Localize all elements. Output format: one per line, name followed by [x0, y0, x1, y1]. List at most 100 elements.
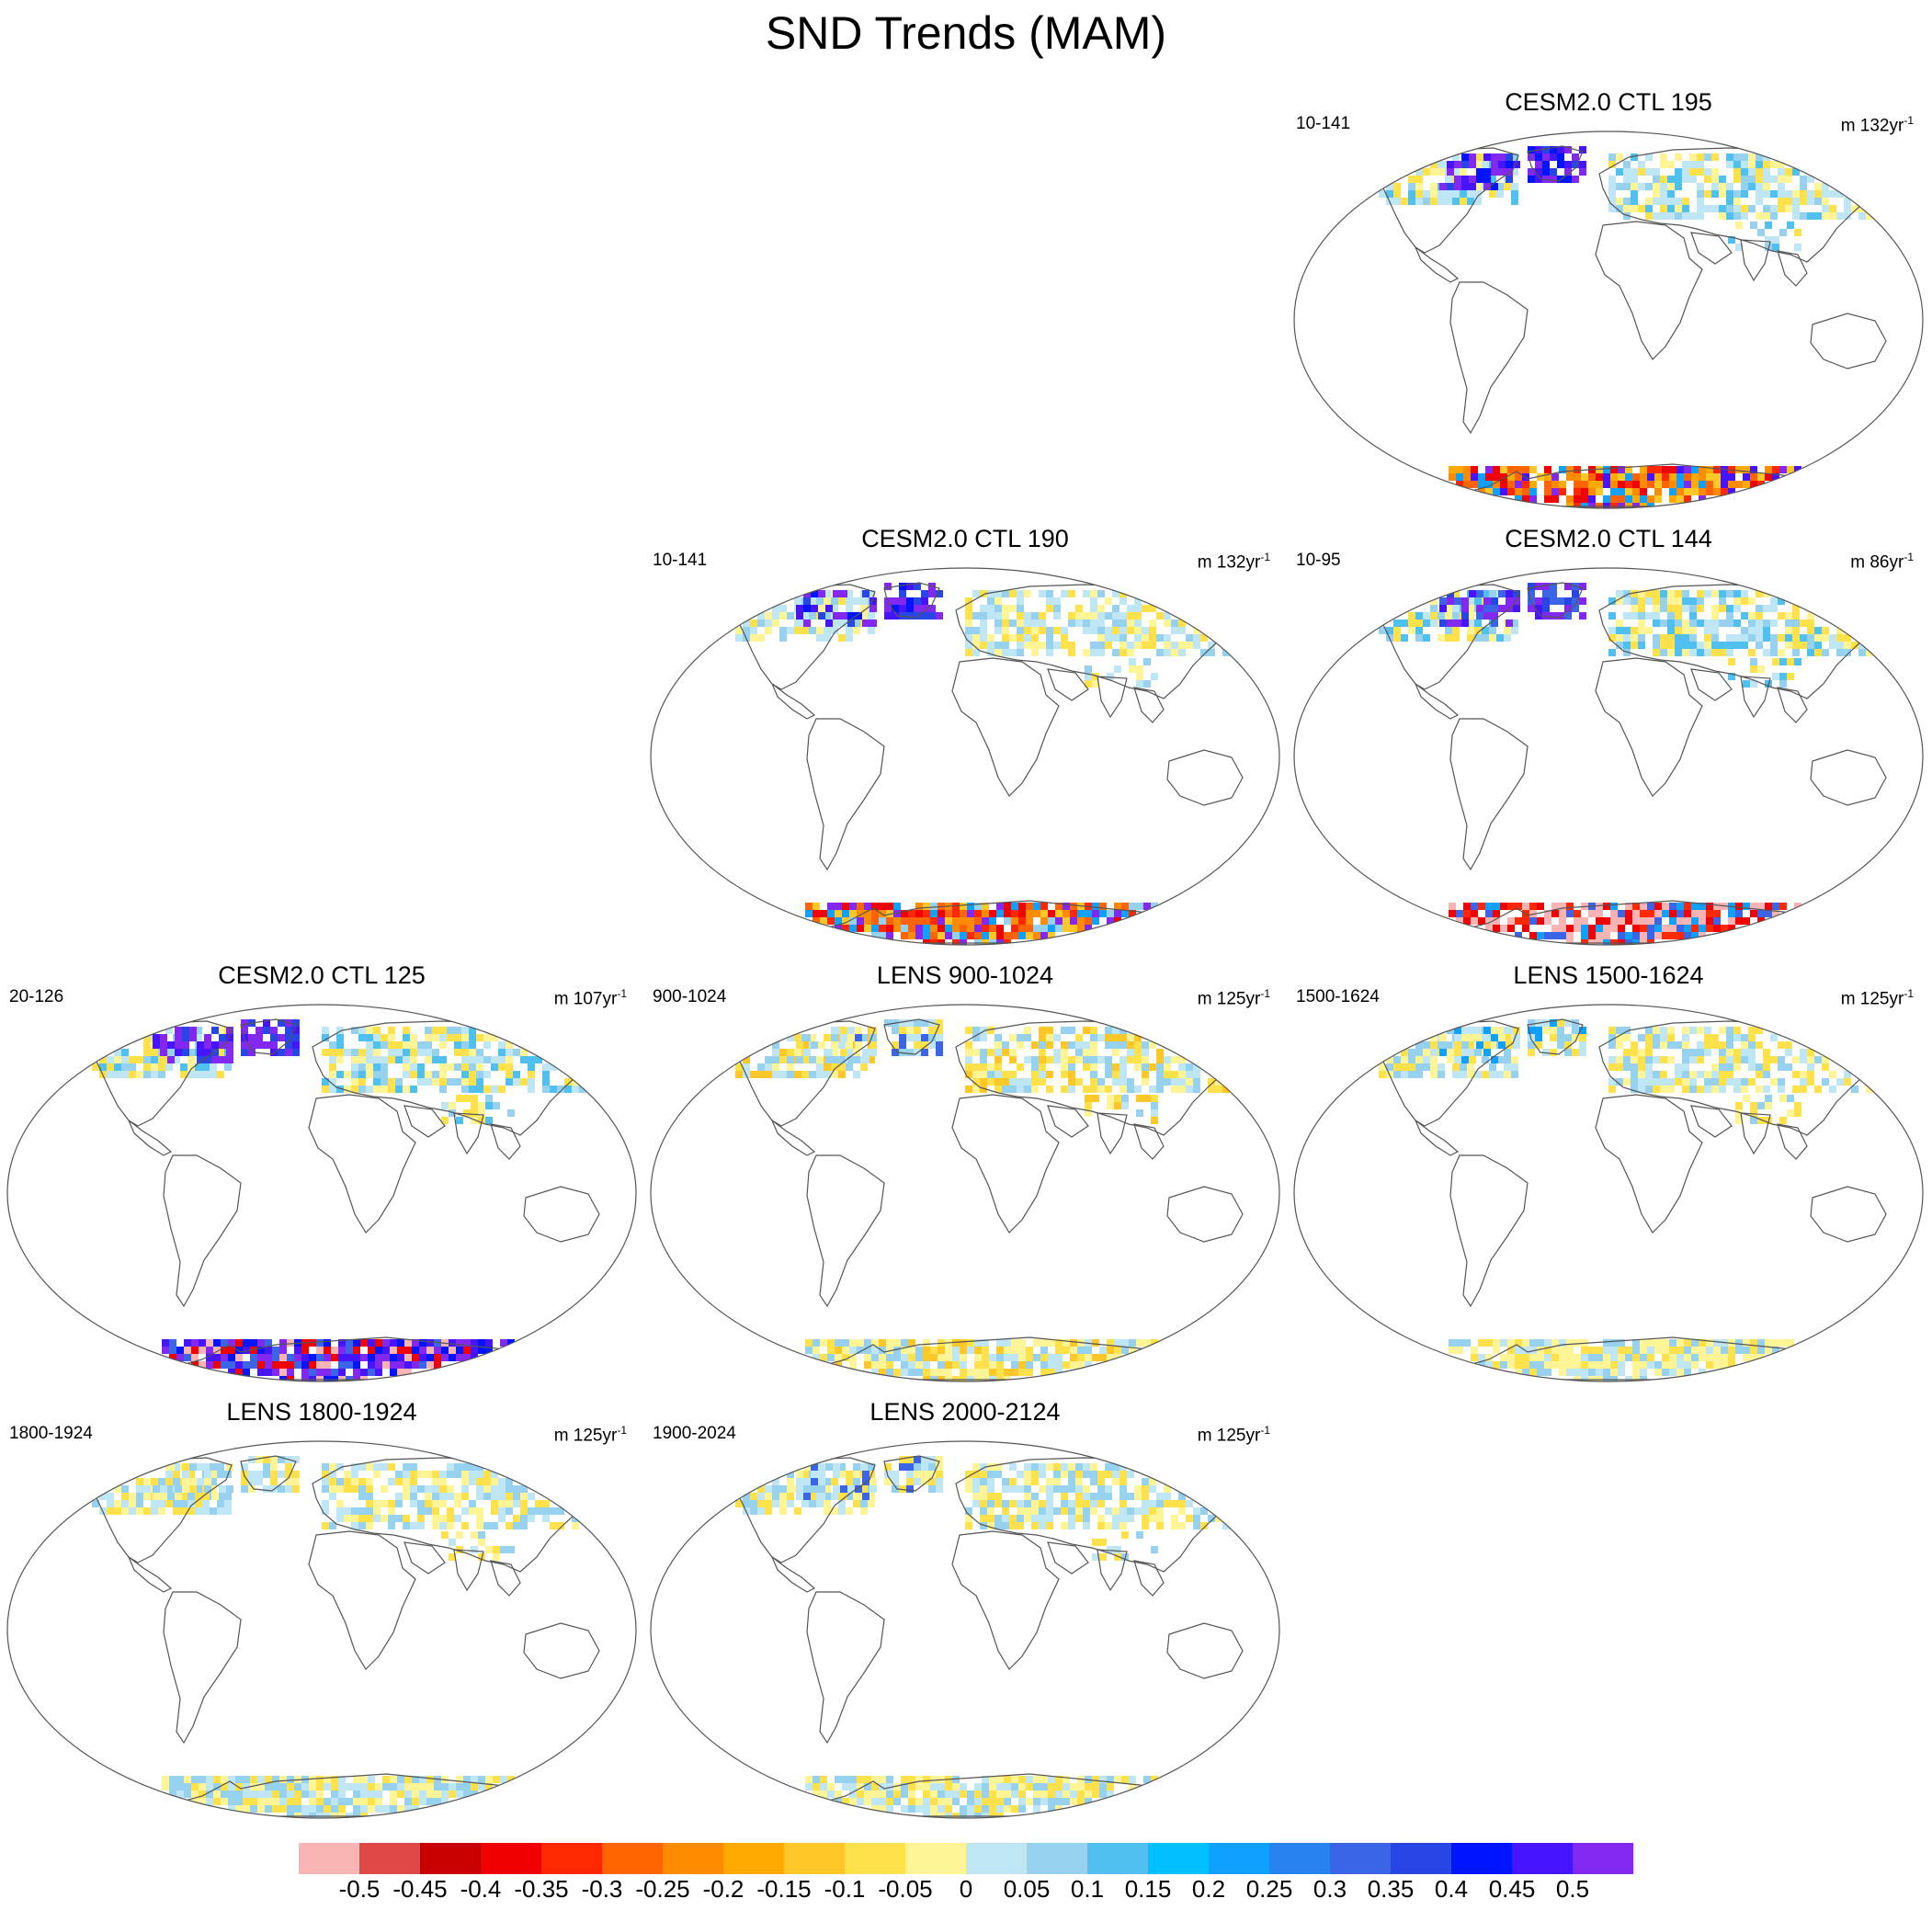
- coastline-central-america: [127, 1555, 173, 1593]
- map-boundary: [650, 1440, 1280, 1819]
- colorbar-tick-label: -0.1: [824, 1875, 866, 1903]
- map-panel: CESM2.0 CTL 190 10-141 m 132yr-1: [643, 524, 1287, 947]
- panel-title: CESM2.0 CTL 190: [861, 525, 1069, 552]
- coastline-australia: [1166, 1622, 1244, 1679]
- colorbar-tick-label: 0.45: [1488, 1875, 1536, 1903]
- colorbar-tick-label: 0.2: [1191, 1875, 1226, 1903]
- coastline-arabia: [1690, 1105, 1733, 1138]
- map-boundary: [6, 1004, 637, 1382]
- coastline-africa: [951, 1094, 1060, 1234]
- coastline-se-asia: [1777, 250, 1808, 287]
- world-map: [650, 1004, 1280, 1382]
- colorbar-tick-label: -0.3: [581, 1875, 623, 1903]
- panel-title: LENS 900-1024: [876, 961, 1054, 989]
- map-panel: LENS 2000-2124 1900-2024 m 125yr-1: [643, 1397, 1287, 1820]
- coastline-south-america: [1449, 281, 1529, 435]
- panel-title: CESM2.0 CTL 125: [218, 961, 426, 989]
- panel-title: CESM2.0 CTL 195: [1505, 88, 1712, 116]
- coastline-se-asia: [490, 1123, 521, 1160]
- colorbar-tick-label: -0.5: [338, 1875, 381, 1903]
- coastline-arabia: [403, 1541, 446, 1575]
- colorbar-tick-label: 0.35: [1367, 1875, 1415, 1903]
- panel-range-label: 10-141: [653, 551, 708, 570]
- coastline-india: [1097, 1549, 1128, 1592]
- panel-unit-label: m 125yr-1: [553, 1424, 627, 1446]
- coastline-greenland: [883, 582, 940, 619]
- colorbar-tick-label: 0.25: [1245, 1875, 1293, 1903]
- world-map: [1293, 567, 1924, 946]
- colorbar-tick-label: -0.45: [392, 1875, 448, 1903]
- coastline-africa: [951, 657, 1060, 797]
- world-map: [6, 1440, 637, 1819]
- colorbar-tick-label: 0.1: [1070, 1875, 1105, 1903]
- colorbar-tick-label: -0.2: [702, 1875, 744, 1903]
- colorbar-swatch: [541, 1843, 602, 1874]
- snow-trend-field: [1379, 583, 1873, 945]
- colorbar-tick-label: -0.35: [514, 1875, 569, 1903]
- coastline-greenland: [1527, 145, 1584, 182]
- colorbar-tick-label: 0.5: [1555, 1875, 1590, 1903]
- panel-range-label: 10-141: [1296, 114, 1351, 133]
- panel-unit-label: m 132yr-1: [1840, 114, 1914, 136]
- coastline-australia: [1810, 313, 1887, 369]
- colorbar-swatch: [1087, 1843, 1148, 1874]
- coastline-south-america: [806, 718, 885, 871]
- coastline-arabia: [1047, 1541, 1089, 1575]
- colorbar-swatch: [1451, 1843, 1512, 1874]
- coastline-africa: [1595, 221, 1703, 360]
- world-map: [6, 1004, 637, 1382]
- map-panel: LENS 1800-1924 1800-1924 m 125yr-1: [0, 1397, 643, 1820]
- panel-range-label: 10-95: [1296, 551, 1341, 570]
- panel-unit-label: m 107yr-1: [553, 987, 627, 1009]
- snow-trend-field: [1379, 1019, 1873, 1381]
- coastline-south-america: [1449, 1154, 1529, 1308]
- colorbar-swatch: [1512, 1843, 1573, 1874]
- coastline-south-america: [163, 1154, 242, 1308]
- colorbar-tick-label: -0.4: [460, 1875, 502, 1903]
- panel-title: CESM2.0 CTL 144: [1505, 525, 1712, 552]
- figure-title: SND Trends (MAM): [765, 7, 1167, 59]
- coastline-central-america: [770, 682, 816, 720]
- panel-unit-label: m 125yr-1: [1840, 987, 1914, 1009]
- panel-unit-label: m 125yr-1: [1197, 1424, 1270, 1446]
- coastline-se-asia: [490, 1560, 521, 1597]
- colorbar-swatch: [1391, 1843, 1451, 1874]
- coastline-australia: [1166, 1186, 1244, 1243]
- world-map: [1293, 1004, 1924, 1382]
- colorbar-swatch: [1209, 1843, 1269, 1874]
- colorbar-tick-label: -0.05: [878, 1875, 933, 1903]
- map-boundary: [1293, 131, 1924, 509]
- coastline-central-america: [1414, 682, 1460, 720]
- coastline-se-asia: [1133, 687, 1165, 723]
- colorbar-swatch: [420, 1843, 481, 1874]
- panel-range-label: 20-126: [9, 987, 64, 1006]
- coastline-australia: [1166, 749, 1244, 806]
- colorbar-swatch: [1573, 1843, 1633, 1874]
- panel-unit-label: m 86yr-1: [1850, 551, 1914, 573]
- coastline-africa: [308, 1094, 416, 1234]
- coastline-se-asia: [1777, 1123, 1808, 1160]
- coastline-arabia: [403, 1105, 446, 1138]
- map-panel: LENS 1500-1624 1500-1624 m 125yr-1: [1287, 961, 1930, 1383]
- coastline-arabia: [1690, 232, 1733, 265]
- panel-range-label: 1800-1924: [9, 1424, 93, 1443]
- coastline-india: [1740, 1112, 1771, 1155]
- coastline-arabia: [1047, 1105, 1089, 1138]
- coastline-africa: [1595, 1094, 1703, 1234]
- map-boundary: [650, 1004, 1280, 1382]
- map-boundary: [1293, 567, 1924, 946]
- coastline-australia: [1810, 1186, 1887, 1243]
- colorbar-tick-label: -0.25: [635, 1875, 690, 1903]
- colorbar-swatch: [1148, 1843, 1209, 1874]
- panel-range-label: 1900-2024: [653, 1424, 736, 1443]
- snow-trend-field: [735, 1019, 1230, 1381]
- colorbar-swatch: [1269, 1843, 1330, 1874]
- world-map: [650, 1440, 1280, 1819]
- coastline-south-america: [163, 1591, 242, 1745]
- map-boundary: [1293, 1004, 1924, 1382]
- coastline-africa: [951, 1530, 1060, 1670]
- coastline-greenland: [883, 1018, 940, 1055]
- colorbar-swatch: [1330, 1843, 1391, 1874]
- coastline-australia: [523, 1622, 600, 1679]
- colorbar-swatch: [299, 1843, 359, 1874]
